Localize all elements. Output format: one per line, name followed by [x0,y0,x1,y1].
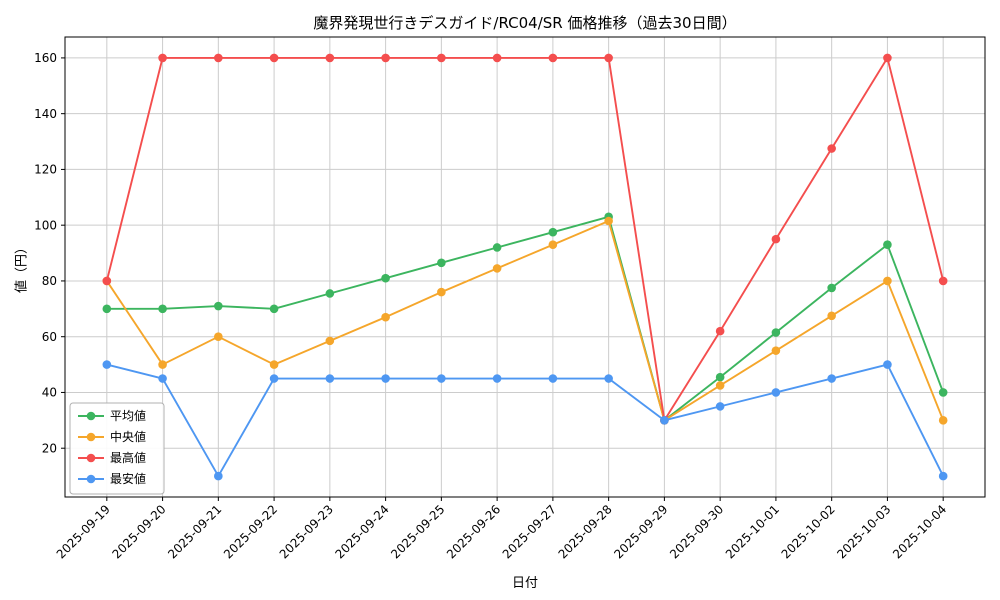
x-axis-label: 日付 [511,576,538,591]
svg-text:2025-10-02: 2025-10-02 [779,502,838,561]
svg-text:2025-09-26: 2025-09-26 [444,502,503,561]
svg-text:120: 120 [34,163,57,177]
svg-text:最安値: 最安値 [110,471,146,486]
svg-text:2025-09-21: 2025-09-21 [165,502,224,561]
svg-text:2025-09-22: 2025-09-22 [221,502,280,561]
svg-text:60: 60 [42,330,57,344]
series-0 [102,212,948,425]
svg-text:2025-09-23: 2025-09-23 [277,502,336,561]
svg-text:2025-09-20: 2025-09-20 [109,502,168,561]
svg-text:2025-09-30: 2025-09-30 [667,502,726,561]
series-2 [102,53,948,425]
svg-text:2025-09-27: 2025-09-27 [500,502,559,561]
svg-text:2025-09-19: 2025-09-19 [54,502,113,561]
svg-text:中央値: 中央値 [110,429,146,444]
svg-text:140: 140 [34,107,57,121]
svg-text:平均値: 平均値 [110,408,146,423]
svg-text:最高値: 最高値 [110,450,146,465]
svg-text:20: 20 [42,441,57,455]
grid [65,37,985,497]
svg-text:160: 160 [34,51,57,65]
svg-text:2025-10-01: 2025-10-01 [723,502,782,561]
svg-text:2025-09-25: 2025-09-25 [388,502,447,561]
svg-text:2025-09-28: 2025-09-28 [556,502,615,561]
series-1 [102,216,948,425]
y-axis-label: 値（円） [14,240,30,294]
svg-text:2025-09-24: 2025-09-24 [333,502,392,561]
svg-text:2025-09-29: 2025-09-29 [611,502,670,561]
svg-text:40: 40 [42,386,57,400]
axes: 20 40 60 80 100 120 140 160 2025-09-192025-09-20… [34,36,986,561]
svg-text:80: 80 [42,274,57,288]
svg-text:2025-10-03: 2025-10-03 [834,502,893,561]
svg-text:100: 100 [34,218,57,232]
chart-title: 魔界発現世行きデスガイド/RC04/SR 価格推移（過去30日間） [313,14,737,32]
svg-text:2025-10-04: 2025-10-04 [890,502,949,561]
series-3 [102,360,948,481]
